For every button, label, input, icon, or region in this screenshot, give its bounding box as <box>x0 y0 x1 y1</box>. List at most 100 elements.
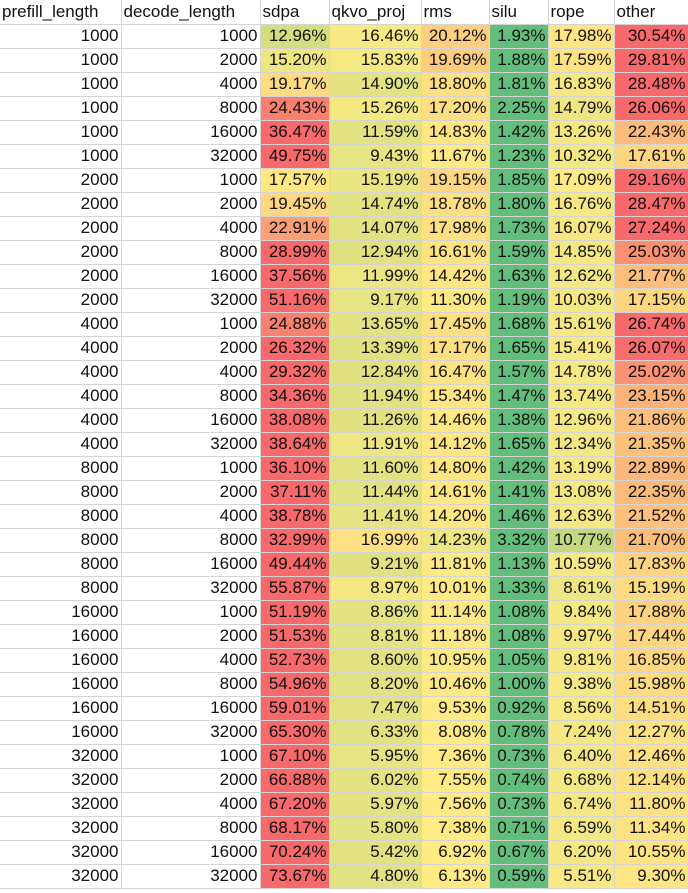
cell-rope[interactable]: 16.07% <box>548 216 615 241</box>
cell-other[interactable]: 17.83% <box>614 552 688 577</box>
cell-other[interactable]: 21.86% <box>614 408 688 433</box>
cell-silu[interactable]: 1.47% <box>489 384 549 409</box>
cell-qkvo-proj[interactable]: 13.65% <box>329 312 422 337</box>
cell-qkvo-proj[interactable]: 6.02% <box>329 768 422 793</box>
cell-prefill-length[interactable]: 16000 <box>0 720 122 745</box>
cell-decode-length[interactable]: 1000 <box>121 168 261 193</box>
cell-other[interactable]: 29.81% <box>614 48 688 73</box>
cell-prefill-length[interactable]: 8000 <box>0 576 122 601</box>
cell-silu[interactable]: 1.63% <box>489 264 549 289</box>
cell-prefill-length[interactable]: 8000 <box>0 552 122 577</box>
cell-decode-length[interactable]: 8000 <box>121 384 261 409</box>
cell-rope[interactable]: 8.56% <box>548 696 615 721</box>
cell-sdpa[interactable]: 52.73% <box>260 648 330 673</box>
cell-prefill-length[interactable]: 1000 <box>0 144 122 169</box>
cell-rms[interactable]: 14.12% <box>421 432 490 457</box>
cell-decode-length[interactable]: 1000 <box>121 744 261 769</box>
cell-silu[interactable]: 0.92% <box>489 696 549 721</box>
cell-other[interactable]: 17.61% <box>614 144 688 169</box>
cell-sdpa[interactable]: 19.45% <box>260 192 330 217</box>
cell-sdpa[interactable]: 66.88% <box>260 768 330 793</box>
cell-rope[interactable]: 9.97% <box>548 624 615 649</box>
cell-qkvo-proj[interactable]: 11.60% <box>329 456 422 481</box>
cell-sdpa[interactable]: 19.17% <box>260 72 330 97</box>
cell-sdpa[interactable]: 38.64% <box>260 432 330 457</box>
cell-sdpa[interactable]: 59.01% <box>260 696 330 721</box>
cell-other[interactable]: 30.54% <box>614 24 688 49</box>
cell-sdpa[interactable]: 28.99% <box>260 240 330 265</box>
cell-sdpa[interactable]: 67.20% <box>260 792 330 817</box>
cell-rms[interactable]: 10.95% <box>421 648 490 673</box>
cell-prefill-length[interactable]: 8000 <box>0 528 122 553</box>
cell-sdpa[interactable]: 36.10% <box>260 456 330 481</box>
cell-rope[interactable]: 17.09% <box>548 168 615 193</box>
cell-decode-length[interactable]: 16000 <box>121 696 261 721</box>
cell-silu[interactable]: 1.23% <box>489 144 549 169</box>
cell-sdpa[interactable]: 38.08% <box>260 408 330 433</box>
cell-rope[interactable]: 6.20% <box>548 840 615 865</box>
cell-sdpa[interactable]: 49.75% <box>260 144 330 169</box>
cell-other[interactable]: 28.47% <box>614 192 688 217</box>
cell-rope[interactable]: 6.74% <box>548 792 615 817</box>
cell-rope[interactable]: 12.34% <box>548 432 615 457</box>
cell-other[interactable]: 25.03% <box>614 240 688 265</box>
cell-rope[interactable]: 6.59% <box>548 816 615 841</box>
header-rope[interactable]: rope <box>548 0 615 25</box>
header-qkvo-proj[interactable]: qkvo_proj <box>329 0 422 25</box>
cell-rms[interactable]: 17.98% <box>421 216 490 241</box>
cell-prefill-length[interactable]: 32000 <box>0 864 122 889</box>
cell-other[interactable]: 17.44% <box>614 624 688 649</box>
cell-silu[interactable]: 0.59% <box>489 864 549 889</box>
cell-decode-length[interactable]: 32000 <box>121 720 261 745</box>
cell-qkvo-proj[interactable]: 8.81% <box>329 624 422 649</box>
cell-rms[interactable]: 19.15% <box>421 168 490 193</box>
cell-qkvo-proj[interactable]: 14.74% <box>329 192 422 217</box>
cell-rms[interactable]: 11.18% <box>421 624 490 649</box>
cell-qkvo-proj[interactable]: 15.83% <box>329 48 422 73</box>
cell-rope[interactable]: 15.41% <box>548 336 615 361</box>
cell-qkvo-proj[interactable]: 9.17% <box>329 288 422 313</box>
cell-other[interactable]: 12.14% <box>614 768 688 793</box>
cell-silu[interactable]: 0.78% <box>489 720 549 745</box>
cell-other[interactable]: 12.46% <box>614 744 688 769</box>
cell-sdpa[interactable]: 51.16% <box>260 288 330 313</box>
cell-qkvo-proj[interactable]: 12.84% <box>329 360 422 385</box>
cell-decode-length[interactable]: 32000 <box>121 432 261 457</box>
cell-qkvo-proj[interactable]: 16.99% <box>329 528 422 553</box>
cell-silu[interactable]: 1.46% <box>489 504 549 529</box>
cell-prefill-length[interactable]: 1000 <box>0 72 122 97</box>
cell-silu[interactable]: 1.68% <box>489 312 549 337</box>
cell-rope[interactable]: 14.79% <box>548 96 615 121</box>
cell-sdpa[interactable]: 12.96% <box>260 24 330 49</box>
cell-decode-length[interactable]: 16000 <box>121 840 261 865</box>
cell-sdpa[interactable]: 17.57% <box>260 168 330 193</box>
cell-silu[interactable]: 1.80% <box>489 192 549 217</box>
cell-decode-length[interactable]: 16000 <box>121 120 261 145</box>
cell-rms[interactable]: 11.14% <box>421 600 490 625</box>
cell-prefill-length[interactable]: 16000 <box>0 672 122 697</box>
cell-rms[interactable]: 9.53% <box>421 696 490 721</box>
cell-rope[interactable]: 5.51% <box>548 864 615 889</box>
cell-prefill-length[interactable]: 4000 <box>0 312 122 337</box>
cell-decode-length[interactable]: 8000 <box>121 96 261 121</box>
cell-rope[interactable]: 10.03% <box>548 288 615 313</box>
cell-rope[interactable]: 14.85% <box>548 240 615 265</box>
cell-other[interactable]: 28.48% <box>614 72 688 97</box>
cell-rope[interactable]: 13.26% <box>548 120 615 145</box>
cell-rope[interactable]: 13.74% <box>548 384 615 409</box>
cell-rope[interactable]: 10.77% <box>548 528 615 553</box>
cell-qkvo-proj[interactable]: 16.46% <box>329 24 422 49</box>
cell-prefill-length[interactable]: 1000 <box>0 48 122 73</box>
cell-decode-length[interactable]: 8000 <box>121 240 261 265</box>
cell-prefill-length[interactable]: 1000 <box>0 120 122 145</box>
cell-rope[interactable]: 16.83% <box>548 72 615 97</box>
cell-silu[interactable]: 1.85% <box>489 168 549 193</box>
cell-rope[interactable]: 13.19% <box>548 456 615 481</box>
cell-silu[interactable]: 1.65% <box>489 336 549 361</box>
cell-sdpa[interactable]: 26.32% <box>260 336 330 361</box>
cell-rms[interactable]: 11.30% <box>421 288 490 313</box>
cell-rope[interactable]: 17.98% <box>548 24 615 49</box>
cell-prefill-length[interactable]: 16000 <box>0 696 122 721</box>
cell-qkvo-proj[interactable]: 8.60% <box>329 648 422 673</box>
cell-silu[interactable]: 1.59% <box>489 240 549 265</box>
